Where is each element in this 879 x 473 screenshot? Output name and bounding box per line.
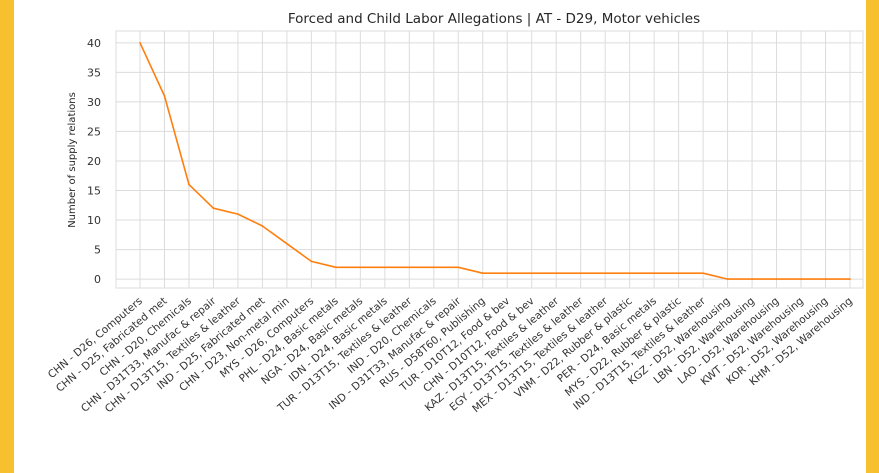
data-point: [775, 278, 778, 280]
y-tick-label: 10: [87, 214, 101, 227]
data-point: [457, 266, 460, 269]
y-tick-label: 20: [87, 155, 101, 168]
y-tick-label: 5: [94, 244, 101, 257]
data-point: [163, 95, 166, 97]
data-point: [433, 266, 435, 269]
data-point: [726, 278, 729, 280]
data-point: [824, 278, 827, 280]
data-point: [261, 225, 264, 227]
data-point: [555, 272, 557, 275]
data-point: [482, 272, 484, 275]
y-axis-label: Number of supply relations: [67, 92, 78, 228]
y-tick-label: 30: [87, 96, 101, 109]
data-point: [139, 42, 141, 44]
data-point: [653, 272, 655, 275]
data-point: [628, 272, 631, 275]
data-point: [800, 278, 802, 280]
y-tick-label: 35: [87, 66, 101, 79]
data-point: [310, 260, 313, 263]
data-point: [335, 266, 337, 269]
data-point: [677, 272, 680, 275]
data-point: [286, 242, 288, 245]
data-point: [359, 266, 362, 269]
data-point: [702, 272, 704, 275]
data-point: [212, 207, 215, 209]
plot-frame: [115, 30, 864, 289]
y-tick-label: 0: [94, 273, 101, 286]
data-point: [751, 278, 753, 280]
data-point: [604, 272, 606, 275]
data-point: [237, 213, 239, 215]
data-point: [506, 272, 509, 275]
data-point: [188, 183, 190, 186]
chart-title: Forced and Child Labor Allegations | AT …: [288, 11, 700, 27]
gridlines: [115, 30, 864, 289]
data-point: [849, 278, 851, 280]
y-tick-labels: 0 5 10 15 20 25 30 35 40: [87, 37, 101, 286]
series-line: [139, 42, 850, 280]
y-tick-label: 25: [87, 125, 101, 138]
data-point: [408, 266, 411, 269]
series-layer: [139, 42, 851, 280]
data-point: [384, 266, 386, 269]
y-tick-label: 15: [87, 185, 101, 198]
data-point: [530, 272, 533, 275]
data-point: [579, 272, 582, 275]
y-tick-label: 40: [87, 37, 101, 50]
